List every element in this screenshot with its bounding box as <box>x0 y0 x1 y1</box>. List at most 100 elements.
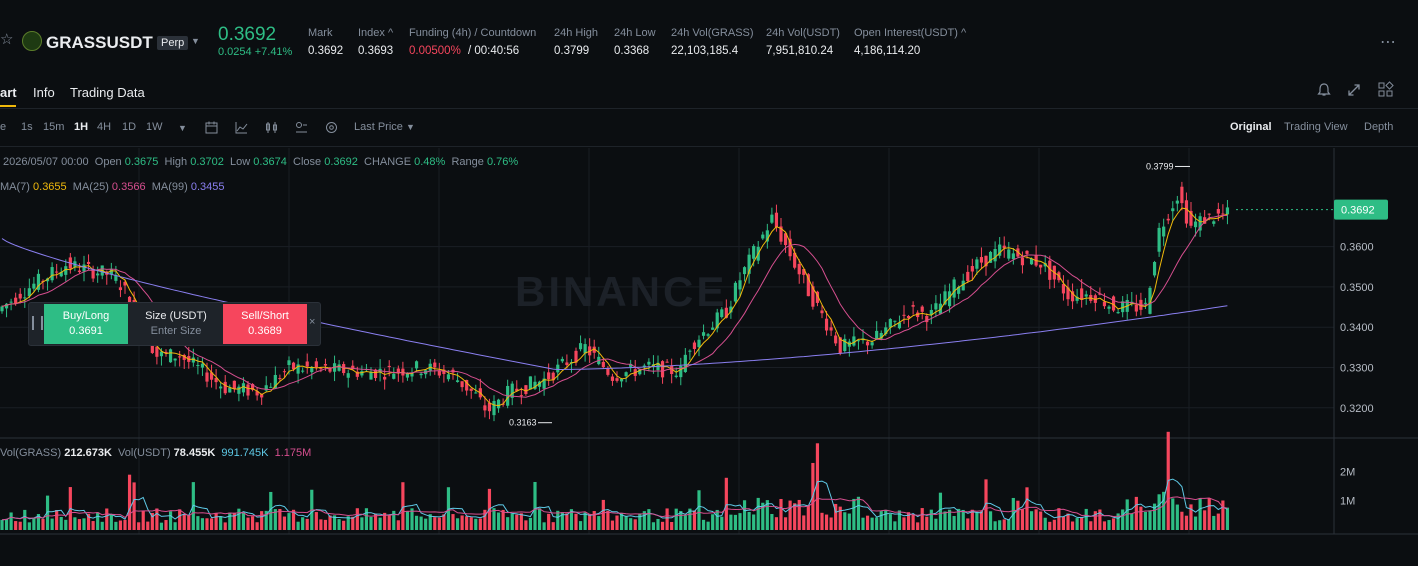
candle-body <box>369 371 373 380</box>
ma25-label: MA(25) <box>72 181 109 193</box>
view-trading-view[interactable]: Trading View <box>1284 121 1348 133</box>
range-value: 0.76% <box>486 156 519 168</box>
candle-body <box>979 257 984 263</box>
volume-bar <box>164 520 168 530</box>
ticker-header: ☆ GRASSUSDT Perp ▼ 0.3692 0.0254 +7.41% … <box>0 0 1418 78</box>
buy-long-button[interactable]: Buy/Long 0.3691 <box>44 304 128 344</box>
candle-body <box>1171 208 1175 212</box>
candle-body <box>952 279 956 298</box>
volume-bar <box>651 522 656 530</box>
volume-bar <box>606 510 610 530</box>
volume-bar <box>647 509 651 530</box>
volume-bar <box>1157 494 1161 530</box>
interval-1s[interactable]: 1s <box>21 121 33 133</box>
candle-body <box>310 367 314 373</box>
volume-bar <box>1025 487 1029 530</box>
size-input[interactable]: Size (USDT) Enter Size <box>129 304 223 344</box>
view-original[interactable]: Original <box>1230 121 1272 133</box>
candle-body <box>565 362 569 365</box>
volume-bar <box>1221 500 1225 530</box>
settings-icon[interactable] <box>324 120 339 135</box>
last-price: 0.3692 <box>218 24 277 45</box>
candle-body <box>383 376 387 380</box>
tab-trading-data[interactable]: Trading Data <box>70 85 145 100</box>
candle-body <box>911 305 915 307</box>
candle-body <box>984 255 988 267</box>
favorite-star-icon[interactable]: ☆ <box>0 31 14 48</box>
bell-icon[interactable] <box>1316 82 1332 98</box>
volume-bar <box>574 513 578 530</box>
drag-handle-icon[interactable] <box>32 316 43 330</box>
symbol-dropdown-icon[interactable]: ▼ <box>191 36 200 46</box>
indicators-icon[interactable] <box>294 120 309 135</box>
volume-bar <box>319 519 323 530</box>
candle-body <box>1143 302 1148 304</box>
volume-bar <box>943 511 947 530</box>
stat-value: 0.3692 <box>308 45 344 57</box>
interval-15m[interactable]: 15m <box>43 121 65 133</box>
candle-type-icon[interactable] <box>264 120 279 135</box>
layout-grid-icon[interactable] <box>1377 81 1394 98</box>
tab-chart[interactable]: art <box>0 85 17 100</box>
candle-body <box>301 370 305 372</box>
interval-1w[interactable]: 1W <box>146 121 163 133</box>
sell-short-button[interactable]: Sell/Short 0.3689 <box>223 304 307 344</box>
interval-1d[interactable]: 1D <box>122 121 137 133</box>
candle-body <box>182 354 186 360</box>
volume-bar <box>715 509 719 530</box>
view-depth[interactable]: Depth <box>1364 121 1394 133</box>
candle-body <box>688 350 692 352</box>
change-label: CHANGE <box>364 156 412 168</box>
volume-bar <box>82 518 86 530</box>
volume-bar <box>360 517 364 530</box>
volume-bar <box>970 509 974 530</box>
tab-info[interactable]: Info <box>33 85 55 100</box>
candle-body <box>610 376 615 381</box>
volume-bar <box>346 516 350 530</box>
close-icon[interactable]: × <box>309 316 316 328</box>
volume-bar <box>387 515 391 530</box>
volume-bar <box>975 511 979 530</box>
candle-body <box>64 266 68 275</box>
volume-bar <box>355 508 359 530</box>
vol-usdt-value: 78.455K <box>173 447 216 459</box>
candle-body <box>1198 216 1202 231</box>
candle-body <box>934 303 938 310</box>
volume-bar <box>642 511 646 530</box>
line-chart-icon[interactable] <box>234 120 249 135</box>
contract-type-badge: Perp <box>157 36 189 50</box>
toolbar-divider <box>0 146 1418 147</box>
price-chart[interactable]: BINANCE 0.3600 0.3500 0.3400 0.3300 0.3200 0.3… <box>0 148 1418 538</box>
toolbar-time-label[interactable]: e <box>0 121 7 133</box>
volume-bar <box>966 518 970 530</box>
volume-bar <box>86 513 91 530</box>
candle-body <box>209 372 214 380</box>
candle-body <box>793 252 797 268</box>
interval-4h[interactable]: 4H <box>97 121 112 133</box>
more-icon[interactable]: ⋯ <box>1380 34 1396 51</box>
calendar-icon[interactable] <box>204 120 219 135</box>
volume-bar <box>692 510 697 530</box>
candle-body <box>761 234 765 239</box>
candle-body <box>975 259 979 269</box>
volume-bar <box>424 518 428 530</box>
expand-icon[interactable] <box>1346 82 1362 98</box>
volume-bar <box>1089 521 1093 530</box>
candle-body <box>437 370 441 376</box>
symbol-name[interactable]: GRASSUSDT <box>46 33 153 52</box>
binance-watermark: BINANCE <box>515 268 727 315</box>
candle-body <box>109 268 113 275</box>
candle-body <box>414 361 419 369</box>
candle-body <box>18 293 22 299</box>
interval-1h[interactable]: 1H <box>74 121 89 133</box>
candle-body <box>902 314 906 316</box>
candle-body <box>337 364 341 371</box>
interval-more-icon[interactable]: ▼ <box>178 123 187 133</box>
volume-bar <box>378 517 382 530</box>
volume-bar <box>260 511 264 530</box>
volume-bar <box>273 509 277 530</box>
price-type-select[interactable]: Last Price ▼ <box>354 121 415 133</box>
candle-body <box>1061 284 1066 294</box>
tabs-divider <box>0 108 1418 109</box>
volume-bar <box>665 508 669 530</box>
